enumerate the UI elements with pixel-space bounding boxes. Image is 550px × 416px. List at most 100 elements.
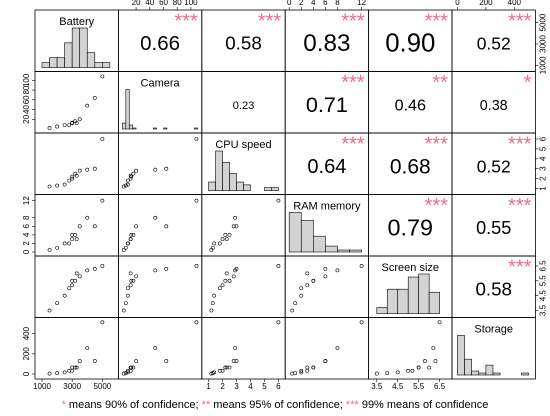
scatter-point	[128, 365, 133, 370]
scatter-point	[217, 286, 222, 291]
scatter-point	[123, 183, 128, 188]
x-tick-label: 0	[455, 0, 460, 7]
y-tick-label: 6	[539, 136, 548, 141]
scatter-point	[73, 278, 78, 283]
correlation: 0.38	[480, 98, 508, 114]
scatter-point	[217, 241, 222, 246]
variable-name: Battery	[59, 16, 94, 28]
x-tick-label: 6	[323, 0, 328, 7]
scatter-point	[220, 237, 225, 242]
scatter-point	[220, 368, 225, 373]
scatter-point	[231, 359, 236, 363]
y-tick-label: 3.5	[539, 304, 548, 316]
significance-stars: ***	[341, 133, 365, 155]
scatter-point	[153, 268, 158, 273]
y-tick-label: 5000	[539, 13, 548, 31]
y-tick-label: 0	[22, 249, 31, 254]
scatter-point	[70, 176, 75, 181]
scatter-point	[311, 365, 316, 370]
hist-bar	[79, 27, 88, 68]
x-tick-label: 5	[262, 382, 267, 391]
scatter-point	[223, 365, 228, 370]
scatter-point	[335, 346, 340, 351]
x-tick-label: 12	[357, 0, 366, 7]
scatter-point	[129, 278, 134, 283]
correlation: 0.71	[306, 92, 348, 117]
hist-bar	[71, 27, 81, 68]
hist-bar	[64, 42, 73, 68]
scatter-point	[311, 278, 316, 283]
scatter-point	[92, 166, 97, 171]
hist-bar	[337, 249, 350, 253]
scatter-point	[224, 365, 229, 370]
scatter-point	[77, 224, 82, 229]
x-tick-label: 8	[335, 0, 340, 7]
scatter-point	[335, 268, 340, 273]
hist-bar	[194, 127, 199, 130]
scatter-point	[210, 301, 215, 305]
scatter-point	[406, 368, 411, 373]
hist-bar	[128, 124, 133, 130]
scatter-point	[123, 301, 128, 305]
hist-bar	[86, 52, 96, 68]
y-tick-label: 1000	[539, 56, 548, 74]
scatter-point	[194, 198, 199, 203]
scatter-point	[73, 232, 78, 237]
hist-bar	[229, 173, 237, 191]
panel-frame	[118, 194, 203, 257]
scatter-point	[194, 264, 199, 268]
scatter-point	[62, 293, 67, 298]
scatter-point	[100, 320, 105, 325]
scatter-point	[125, 293, 130, 298]
scatter-point	[92, 267, 97, 271]
significance-stars: ***	[425, 133, 449, 155]
scatter-point	[74, 365, 79, 370]
y-tick-label: 6.5	[539, 260, 548, 272]
scatter-point	[299, 370, 304, 375]
x-tick-label: 3	[234, 382, 239, 391]
correlation: 0.79	[388, 214, 434, 240]
y-tick-label: 5	[539, 146, 548, 151]
scatter-point	[131, 171, 136, 176]
scatter-point	[433, 359, 438, 363]
y-tick-label: 5.5	[539, 275, 548, 287]
scatter-point	[437, 320, 442, 325]
hist-bar	[163, 127, 168, 130]
hist-bar	[222, 161, 230, 191]
scatter-point	[227, 278, 232, 283]
hist-bar	[485, 364, 494, 376]
scatter-point	[55, 183, 59, 188]
panel-frame	[34, 71, 119, 134]
panel-frame	[201, 255, 286, 318]
x-tick-label: 2	[220, 382, 225, 391]
x-tick-label: 6.5	[434, 382, 446, 391]
y-tick-label: 8	[22, 215, 31, 220]
scatter-point	[290, 308, 295, 313]
scatter-point	[100, 264, 105, 268]
hist-bar	[56, 57, 65, 68]
scatter-point	[85, 346, 90, 351]
y-tick-label: 4	[539, 156, 548, 161]
variable-name: Screen size	[382, 262, 439, 274]
scatter-point	[395, 370, 400, 375]
note-stars: *	[62, 399, 67, 411]
scatter-point	[134, 274, 139, 279]
y-tick-label: 1	[539, 186, 548, 191]
scatter-point	[100, 198, 105, 203]
scatter-point	[131, 365, 136, 370]
scatter-point	[47, 371, 52, 376]
note-text: 99% means of confidence	[359, 399, 489, 411]
hist-bar	[243, 184, 251, 191]
correlation: 0.52	[477, 156, 511, 176]
scatter-point	[77, 117, 82, 122]
scatter-point	[299, 293, 304, 298]
scatter-point	[74, 121, 79, 126]
scatter-point	[299, 368, 304, 373]
scatter-point	[210, 245, 215, 250]
x-tick-label: 4	[311, 0, 316, 7]
panel-frame	[34, 132, 119, 195]
scatter-point	[125, 286, 130, 291]
x-tick-label: 0	[287, 0, 292, 7]
panel-frame	[284, 317, 370, 380]
correlation: 0.23	[233, 100, 255, 112]
